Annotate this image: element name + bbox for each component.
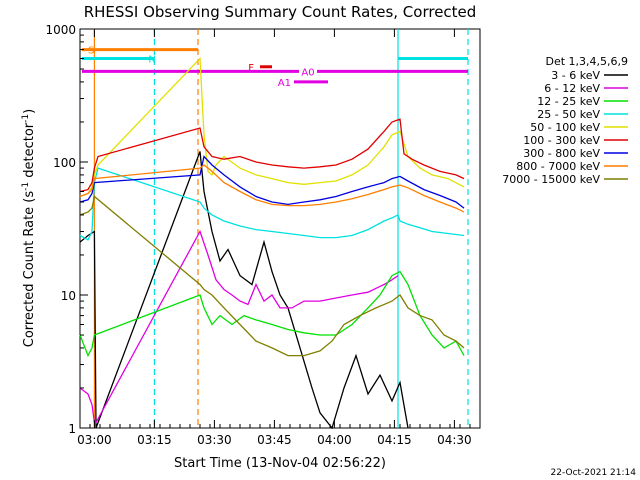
flag-label-n: N [148, 55, 155, 66]
x-axis-label: Start Time (13-Nov-04 02:56:22) [174, 456, 386, 471]
series-line-7 [79, 164, 465, 213]
y-tick-label-1: 10 [61, 289, 76, 303]
series-line-8 [79, 195, 465, 357]
footer-timestamp: 22-Oct-2021 21:14 [551, 468, 637, 478]
legend-label-3: 25 - 50 keV [537, 108, 600, 121]
y-axis-label-end: ) [22, 109, 37, 114]
y-axis-label-main: Corrected Count Rate (s [22, 191, 37, 348]
x-tick-label-6: 04:30 [437, 433, 472, 447]
legend-label-6: 300 - 800 keV [523, 147, 600, 160]
flag-label-a1: A1 [278, 78, 291, 89]
series-line-4 [79, 56, 465, 198]
legend-title: Det 1,3,4,5,6,9 [545, 55, 628, 68]
legend-label-1: 6 - 12 keV [544, 82, 600, 95]
y-tick-label-3: 1000 [45, 23, 76, 37]
x-tick-label-5: 04:15 [377, 433, 412, 447]
series-line-2 [79, 270, 465, 358]
series-line-5 [79, 118, 465, 193]
series-lines [79, 56, 465, 430]
legend-label-5: 100 - 300 keV [523, 134, 600, 147]
y-axis-ticks: 1 10 100 1000 [45, 23, 88, 436]
legend-label-4: 50 - 100 keV [530, 121, 600, 134]
legend-label-0: 3 - 6 keV [551, 69, 600, 82]
series-line-6 [79, 155, 465, 209]
chart-title: RHESSI Observing Summary Count Rates, Co… [84, 3, 477, 21]
x-tick-label-0: 03:00 [77, 433, 112, 447]
x-tick-label-3: 03:45 [257, 433, 292, 447]
flag-label-f: F [248, 63, 254, 74]
flag-label-s: S [88, 46, 94, 57]
x-tick-label-4: 04:00 [317, 433, 352, 447]
x-tick-label-1: 03:15 [137, 433, 172, 447]
y-axis-label-sup1: -1 [21, 182, 31, 191]
y-axis-label: Corrected Count Rate (s-1 detector-1) [21, 109, 37, 347]
y-tick-label-2: 100 [53, 156, 76, 170]
flag-label-bg-4 [299, 65, 317, 78]
y-axis-label-sup2: -1 [21, 114, 31, 123]
flag-label-a0: A0 [301, 67, 314, 78]
x-tick-label-2: 03:30 [197, 433, 232, 447]
x-axis-ticks: 03:00 03:15 03:30 03:45 04:00 04:15 04:30 [77, 29, 472, 447]
legend-label-8: 7000 - 15000 keV [502, 173, 600, 186]
series-line-1 [79, 229, 399, 424]
y-axis-label-mid: detector [22, 122, 37, 182]
series-line-0 [79, 151, 409, 430]
legend-label-7: 800 - 7000 keV [516, 160, 600, 173]
observing-flag-bars: S N F A0 A1 [82, 46, 468, 89]
legend-label-2: 12 - 25 keV [537, 95, 600, 108]
y-tick-label-0: 1 [68, 422, 76, 436]
vertical-marker-lines [93, 29, 469, 428]
